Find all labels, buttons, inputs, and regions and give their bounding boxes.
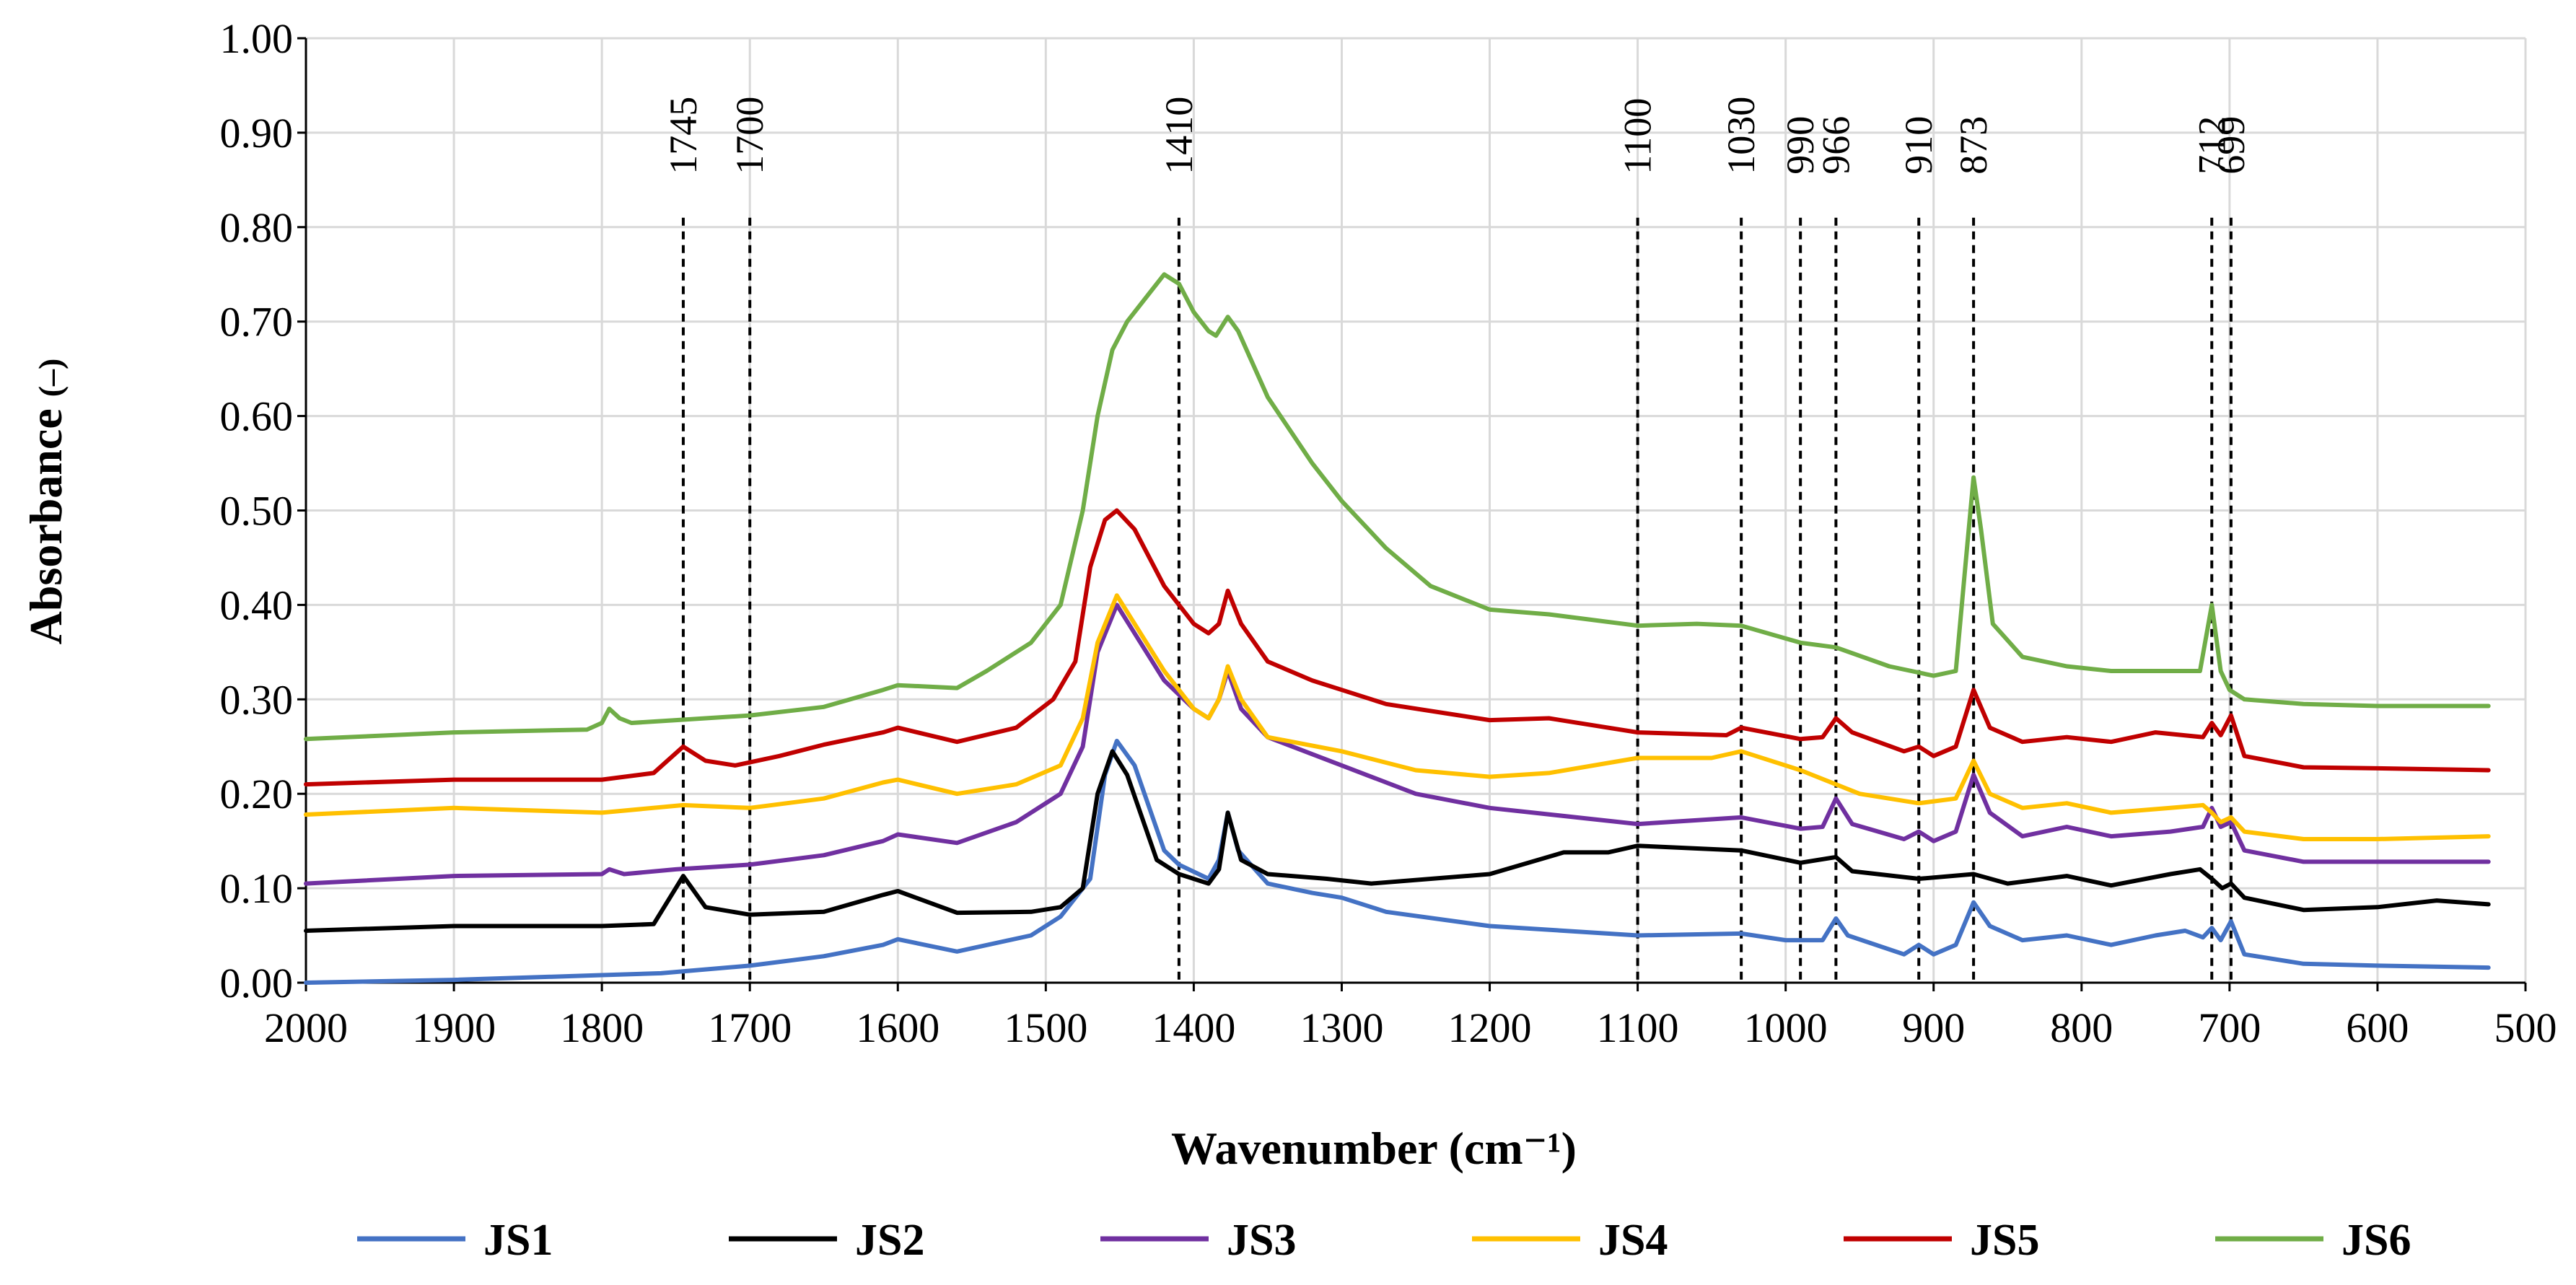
x-tick-label: 2000: [264, 1004, 348, 1051]
legend-label-JS5: JS5: [1970, 1216, 2039, 1265]
y-tick-label: 0.50: [220, 488, 294, 535]
marker-label-1410: 1410: [1157, 97, 1201, 175]
marker-label-990: 990: [1779, 116, 1822, 175]
x-tick-label: 800: [2050, 1004, 2113, 1051]
x-tick-label: 1200: [1448, 1004, 1532, 1051]
legend-label-JS6: JS6: [2341, 1216, 2411, 1265]
y-tick-label: 0.30: [220, 676, 294, 723]
y-tick-label: 0.80: [220, 204, 294, 251]
x-tick-label: 1800: [560, 1004, 644, 1051]
x-tick-label: 700: [2198, 1004, 2261, 1051]
x-tick-label: 1300: [1300, 1004, 1383, 1051]
tick-labels: 0.00 0.10 0.20 0.30 0.40 0.50 0.60 0.70 0.80 0.90…: [220, 15, 2557, 1051]
legend-label-JS1: JS1: [483, 1216, 553, 1265]
y-axis-title-main: Absorbance: [20, 408, 71, 644]
axes: [297, 37, 2527, 991]
marker-label-1100: 1100: [1616, 98, 1660, 175]
marker-label-1030: 1030: [1719, 97, 1763, 175]
marker-label-873: 873: [1952, 116, 1995, 175]
x-tick-label: 1900: [412, 1004, 496, 1051]
series-line-JS5: [304, 508, 2491, 787]
series-lines: [304, 272, 2491, 985]
x-tick-label: 1000: [1744, 1004, 1828, 1051]
x-tick-label: 1500: [1004, 1004, 1087, 1051]
x-tick-label: 1600: [856, 1004, 939, 1051]
marker-label-1700: 1700: [728, 97, 771, 175]
x-tick-label: 900: [1902, 1004, 1965, 1051]
legend-label-JS4: JS4: [1598, 1216, 1668, 1265]
marker-label-712: 712: [2190, 116, 2233, 175]
series-line-JS3: [304, 602, 2491, 886]
x-tick-label: 600: [2346, 1004, 2409, 1051]
x-tick-label: 1400: [1152, 1004, 1235, 1051]
y-tick-label: 0.90: [220, 110, 294, 157]
x-tick-label: 1100: [1597, 1004, 1679, 1051]
x-tick-label: 1700: [708, 1004, 792, 1051]
legend: JS1 JS2 JS3 JS4 JS5 JS6: [357, 1216, 2411, 1265]
y-tick-label: 0.20: [220, 771, 294, 817]
marker-label-966: 966: [1814, 116, 1857, 175]
series-line-JS6: [304, 272, 2491, 742]
y-axis-title: Absorbance (–): [20, 359, 71, 645]
y-tick-label: 0.60: [220, 393, 294, 440]
y-tick-label: 0.00: [220, 960, 294, 1006]
series-line-JS2: [304, 749, 2491, 933]
marker-label-699: 699: [2209, 116, 2253, 175]
marker-label-1745: 1745: [662, 97, 705, 175]
y-tick-label: 0.10: [220, 865, 294, 912]
series-line-JS1: [304, 738, 2491, 985]
series-line-JS4: [304, 593, 2491, 841]
y-tick-label: 0.70: [220, 299, 294, 346]
marker-label-910: 910: [1897, 116, 1940, 175]
y-tick-label: 0.40: [220, 582, 294, 628]
legend-label-JS2: JS2: [855, 1216, 924, 1265]
y-axis-title-unit: (–): [32, 359, 69, 398]
x-tick-label: 500: [2494, 1004, 2557, 1051]
x-axis-title: Wavenumber (cm⁻¹): [1171, 1123, 1577, 1174]
y-tick-label: 1.00: [220, 15, 294, 62]
legend-label-JS3: JS3: [1227, 1216, 1296, 1265]
